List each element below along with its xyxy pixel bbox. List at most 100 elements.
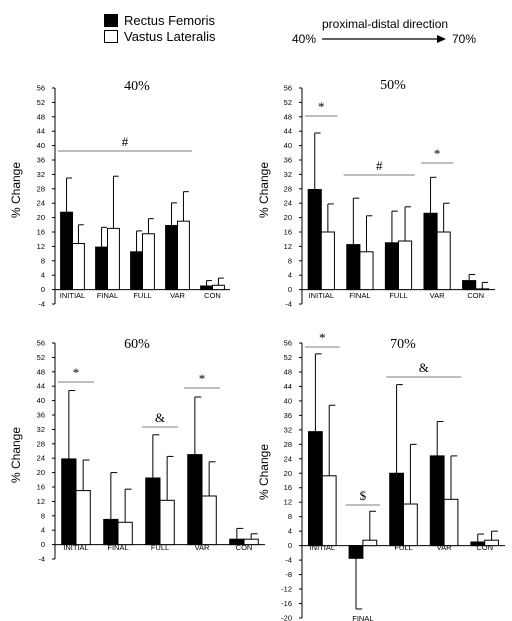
significance-marker: & — [155, 410, 165, 425]
category-label: FINAL — [349, 291, 370, 300]
legend-swatch-white — [104, 29, 118, 43]
y-axis-label: % Change — [257, 162, 271, 218]
y-tick-label: 0 — [41, 540, 45, 549]
bar-vastus-lateralis — [177, 220, 190, 291]
y-tick-label: 0 — [41, 285, 45, 294]
bar-vastus-lateralis — [359, 251, 374, 291]
y-tick-label: 12 — [284, 242, 292, 251]
bar-vastus-lateralis — [107, 227, 120, 291]
legend-label: Vastus Lateralis — [124, 28, 216, 44]
category-label: FULL — [133, 291, 151, 300]
y-tick-label: 20 — [284, 469, 292, 478]
y-tick-label: -4 — [38, 300, 45, 309]
y-tick-label: 16 — [284, 228, 292, 237]
y-tick-label: 40 — [37, 396, 45, 405]
y-tick-label: 32 — [37, 425, 45, 434]
y-tick-label: 4 — [41, 526, 45, 535]
y-tick-label: 36 — [284, 411, 292, 420]
y-tick-label: 48 — [37, 367, 45, 376]
bar-vastus-lateralis — [321, 475, 337, 547]
y-tick-label: 40 — [284, 141, 292, 150]
y-tick-label: 16 — [284, 483, 292, 492]
y-tick-label: 36 — [37, 156, 45, 165]
category-label: FINAL — [107, 543, 128, 552]
y-tick-label: -4 — [285, 556, 292, 565]
legend-swatch-black — [104, 13, 118, 27]
y-tick-label: 52 — [284, 353, 292, 362]
y-tick-label: 8 — [41, 511, 45, 520]
bar-vastus-lateralis — [320, 231, 335, 291]
bar-vastus-lateralis — [436, 231, 451, 291]
bar-rectus-femoris — [429, 455, 445, 547]
y-tick-label: 36 — [284, 156, 292, 165]
panel-title: 60% — [124, 337, 150, 352]
bar-rectus-femoris — [187, 454, 203, 546]
y-tick-label: 44 — [284, 127, 292, 136]
direction-title: proximal-distal direction — [322, 17, 449, 31]
y-tick-label: 56 — [37, 339, 45, 348]
y-tick-label: 44 — [37, 127, 45, 136]
y-tick-label: 40 — [284, 396, 292, 405]
y-tick-label: 20 — [37, 468, 45, 477]
category-label: FULL — [151, 543, 169, 552]
bar-vastus-lateralis — [212, 284, 225, 291]
y-tick-label: 40 — [37, 141, 45, 150]
y-tick-label: 4 — [288, 271, 292, 280]
bar-vastus-lateralis — [72, 243, 85, 291]
bar-rectus-femoris — [346, 244, 361, 291]
y-tick-label: 8 — [288, 512, 292, 521]
figure-header: Rectus Femoris Vastus Lateralis proximal… — [0, 0, 512, 60]
category-label: VAR — [170, 291, 185, 300]
y-tick-label: 44 — [37, 382, 45, 391]
legend-item-rectus-femoris: Rectus Femoris — [104, 12, 215, 28]
significance-marker: # — [376, 158, 383, 173]
bar-rectus-femoris — [200, 285, 214, 291]
y-tick-label: 12 — [37, 497, 45, 506]
category-label: FULL — [389, 291, 407, 300]
y-tick-label: 16 — [37, 483, 45, 492]
y-tick-label: -16 — [281, 599, 292, 608]
panel-title: 70% — [390, 337, 416, 352]
significance-marker: # — [122, 134, 129, 149]
category-label: INITIAL — [310, 543, 335, 552]
bar-rectus-femoris — [103, 518, 119, 546]
direction-arrow-icon — [322, 35, 446, 43]
y-tick-label: 56 — [284, 339, 292, 348]
category-label: FINAL — [97, 291, 118, 300]
y-tick-label: 8 — [288, 256, 292, 265]
bar-vastus-lateralis — [117, 521, 133, 546]
category-label: CON — [467, 291, 484, 300]
bar-rectus-femoris — [462, 280, 477, 291]
y-tick-label: 20 — [284, 213, 292, 222]
category-label: CON — [476, 543, 493, 552]
y-tick-label: 44 — [284, 382, 292, 391]
y-tick-label: 28 — [37, 439, 45, 448]
bar-vastus-lateralis — [75, 490, 91, 546]
bar-vastus-lateralis — [159, 499, 175, 546]
y-tick-label: 12 — [284, 498, 292, 507]
panel-title: 50% — [380, 78, 406, 93]
significance-marker: * — [434, 146, 441, 161]
y-tick-label: 24 — [37, 454, 45, 463]
bar-rectus-femoris — [60, 211, 73, 291]
significance-marker: $ — [360, 488, 367, 503]
y-axis-label: % Change — [257, 444, 271, 500]
direction-from-label: 40% — [292, 32, 317, 46]
bar-vastus-lateralis — [142, 233, 155, 291]
y-tick-label: 48 — [284, 112, 292, 121]
bar-rectus-femoris — [348, 545, 364, 559]
y-tick-label: 4 — [41, 271, 45, 280]
y-tick-label: -20 — [281, 614, 292, 621]
category-label: VAR — [430, 291, 445, 300]
y-tick-label: 52 — [37, 353, 45, 362]
y-tick-label: 24 — [37, 199, 45, 208]
bar-vastus-lateralis — [443, 498, 459, 547]
y-tick-label: 32 — [284, 170, 292, 179]
bar-vastus-lateralis — [398, 240, 413, 291]
legend-item-vastus-lateralis: Vastus Lateralis — [104, 28, 216, 44]
y-tick-label: -12 — [281, 585, 292, 594]
y-tick-label: 12 — [37, 242, 45, 251]
y-tick-label: 32 — [37, 170, 45, 179]
y-tick-label: -4 — [38, 555, 45, 564]
y-tick-label: 48 — [37, 112, 45, 121]
